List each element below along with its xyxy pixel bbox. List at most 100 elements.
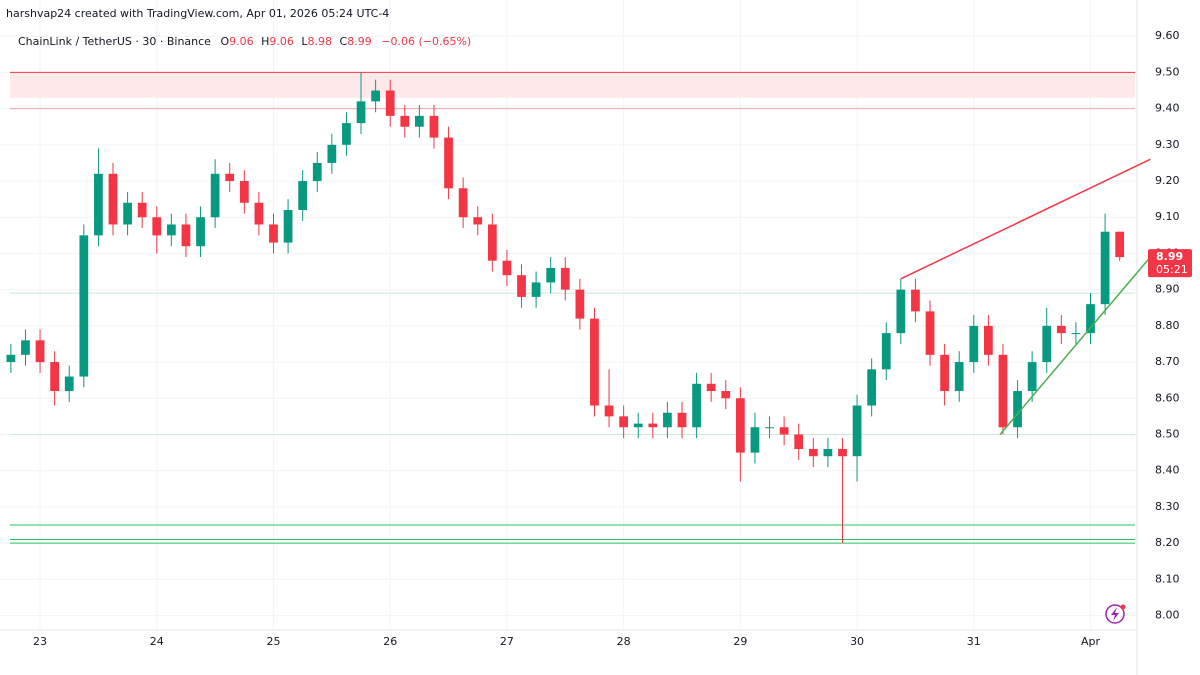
y-tick-label: 9.50 — [1155, 65, 1180, 78]
y-tick-label: 8.50 — [1155, 427, 1180, 440]
candle-body — [721, 391, 731, 399]
candle-body — [648, 423, 658, 428]
candle-body — [415, 115, 424, 127]
candle-body — [1013, 391, 1022, 428]
candle-body — [458, 188, 468, 218]
candle-body — [166, 224, 176, 236]
candle-body — [1042, 325, 1052, 363]
candle-body — [64, 376, 74, 392]
ohlc-value: 8.99 — [347, 35, 372, 48]
candle-body — [327, 144, 337, 163]
candle-body — [225, 173, 235, 182]
candle-body — [429, 115, 439, 138]
candle-body — [808, 448, 818, 457]
candle-body — [356, 101, 366, 124]
candle-body — [1100, 231, 1110, 305]
candle-body — [21, 340, 30, 355]
candle-body — [385, 90, 395, 116]
candle-body — [181, 224, 191, 247]
candle-body — [575, 289, 585, 319]
ohlc-value: 8.98 — [308, 35, 333, 48]
x-tick-label: 23 — [33, 635, 47, 648]
candle-body — [590, 318, 599, 406]
y-tick-label: 8.00 — [1155, 609, 1180, 622]
candle-body — [838, 448, 847, 457]
candle-body — [1086, 304, 1095, 334]
candle-body — [794, 434, 804, 449]
x-tick-label: 29 — [733, 635, 747, 648]
candle-body — [677, 412, 687, 428]
countdown: 05:21 — [1156, 263, 1188, 276]
candle-body — [298, 181, 308, 210]
candle-body — [487, 224, 497, 261]
icon-bolt — [1111, 607, 1119, 621]
x-tick-label: Apr — [1081, 635, 1101, 648]
candle-body — [254, 202, 264, 225]
candle-body — [239, 181, 249, 203]
candle-body — [969, 325, 979, 363]
candle-body — [312, 162, 322, 182]
y-tick-label: 9.20 — [1155, 174, 1180, 187]
candle-body — [6, 354, 16, 363]
candle-body — [531, 282, 541, 297]
candle-body — [342, 123, 351, 145]
zone — [10, 72, 1135, 98]
candle-body — [371, 90, 380, 102]
candle-body — [619, 416, 629, 428]
candle-body — [750, 427, 760, 453]
candle-body — [881, 333, 891, 370]
candle-body — [852, 405, 862, 457]
candle-body — [954, 362, 964, 392]
candle-body — [706, 383, 716, 392]
candle-body — [823, 448, 833, 457]
candle-body — [765, 427, 774, 429]
candle-body — [1027, 362, 1037, 392]
trendline — [900, 158, 1151, 280]
y-tick-label: 9.30 — [1155, 138, 1180, 151]
x-tick-label: 31 — [967, 635, 981, 648]
ohlc-label: C — [340, 35, 348, 48]
candle-body — [925, 311, 935, 355]
ohlc-value: 9.06 — [269, 35, 294, 48]
x-tick-label: 25 — [266, 635, 280, 648]
y-tick-label: 9.10 — [1155, 210, 1180, 223]
candle-body — [79, 235, 89, 377]
ohlc-label: O — [220, 35, 229, 48]
candle-body — [735, 398, 745, 453]
x-tick-label: 30 — [850, 635, 864, 648]
legend: ChainLink / TetherUS · 30 · Binance O 9.0… — [18, 35, 471, 48]
candle-body — [1071, 333, 1081, 335]
candle-body — [1115, 231, 1125, 258]
lightning-icon[interactable] — [1105, 604, 1126, 624]
last-price-box — [1148, 249, 1192, 278]
x-tick-label: 24 — [150, 635, 164, 648]
y-tick-label: 8.10 — [1155, 572, 1180, 585]
y-tick-label: 8.20 — [1155, 536, 1180, 549]
candle-body — [867, 369, 877, 406]
candle-body — [633, 423, 643, 428]
candle-body — [210, 173, 220, 218]
candle-body — [546, 267, 556, 283]
symbol: ChainLink / TetherUS · 30 · Binance — [18, 35, 211, 48]
candle-body — [779, 427, 789, 435]
candle-body — [94, 173, 103, 236]
candle-body — [123, 202, 132, 225]
candle-body — [502, 260, 512, 276]
ohlc-label: H — [261, 35, 269, 48]
candle-body — [911, 289, 920, 312]
change: −0.06 (−0.65%) — [381, 35, 471, 48]
candle-body — [896, 289, 906, 334]
candle-body — [473, 217, 483, 225]
candle-body — [283, 210, 293, 243]
y-tick-label: 8.60 — [1155, 391, 1180, 404]
y-tick-label: 8.40 — [1155, 464, 1180, 477]
watermark: harshvap24 created with TradingView.com,… — [6, 7, 389, 20]
candle-body — [269, 224, 278, 243]
candle-body — [560, 267, 570, 290]
icon-ring — [1105, 604, 1125, 624]
candle-body — [196, 217, 205, 247]
trendline — [999, 256, 1151, 435]
candle-body — [940, 354, 949, 392]
